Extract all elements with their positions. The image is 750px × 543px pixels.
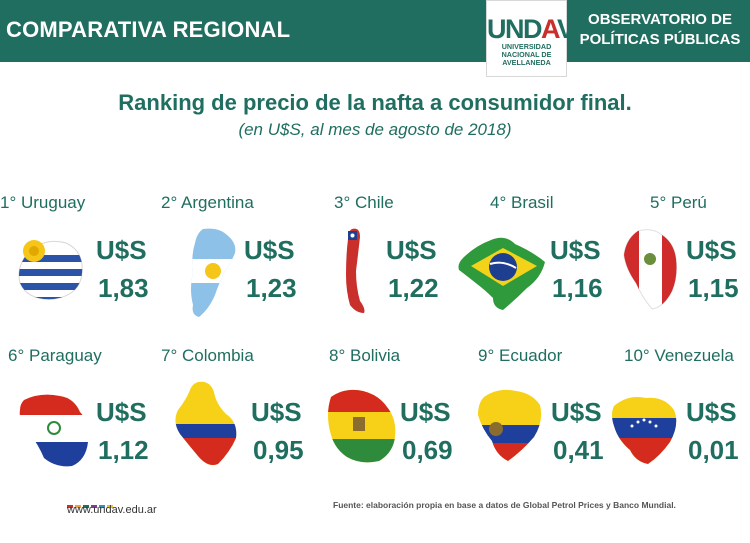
- logo-word-part: V: [557, 14, 575, 44]
- uruguay-map-flag-icon: [18, 240, 83, 300]
- rank-label-uruguay: 1° Uruguay: [0, 193, 86, 212]
- price-value-per: 1,15: [688, 273, 739, 303]
- brand-dot: [99, 505, 105, 508]
- price-value-colombia: 0,95: [253, 435, 304, 465]
- observatorio-title: OBSERVATORIO DE POLÍTICAS PÚBLICAS: [575, 10, 745, 50]
- price-value-paraguay: 1,12: [98, 435, 149, 465]
- logo-word-part: UND: [487, 14, 543, 44]
- per-map-flag-icon: [623, 229, 677, 310]
- chile-map-flag-icon: [346, 228, 365, 313]
- price-value-uruguay: 1,83: [98, 273, 149, 303]
- observatorio-line: OBSERVATORIO DE: [588, 11, 732, 28]
- currency-label-brasil: U$S: [550, 235, 601, 265]
- rank-label-argentina: 2° Argentina: [161, 193, 254, 212]
- paraguay-map-flag-icon: [19, 394, 89, 467]
- bolivia-map-flag-icon: [328, 389, 396, 463]
- price-value-brasil: 1,16: [552, 273, 603, 303]
- rank-label-colombia: 7° Colombia: [161, 346, 254, 365]
- brand-dot: [75, 505, 81, 508]
- currency-label-per: U$S: [686, 235, 737, 265]
- price-value-argentina: 1,23: [246, 273, 297, 303]
- currency-label-colombia: U$S: [251, 397, 302, 427]
- venezuela-map-flag-icon: [612, 397, 677, 464]
- logo-subtitle: UNIVERSIDAD NACIONAL DE AVELLANEDA: [487, 43, 566, 67]
- price-value-ecuador: 0,41: [553, 435, 604, 465]
- price-value-chile: 1,22: [388, 273, 439, 303]
- logo-sub-line: AVELLANEDA: [502, 58, 551, 67]
- chart-title: Ranking de precio de la nafta a consumid…: [118, 90, 632, 115]
- currency-label-argentina: U$S: [244, 235, 295, 265]
- source-note: Fuente: elaboración propia en base a dat…: [333, 500, 676, 510]
- rank-label-per: 5° Perú: [650, 193, 707, 212]
- currency-label-chile: U$S: [386, 235, 437, 265]
- currency-label-bolivia: U$S: [400, 397, 451, 427]
- logo-sub-line: NACIONAL DE: [501, 50, 552, 59]
- footer-url[interactable]: www.undav.edu.ar: [67, 504, 157, 516]
- brand-dot: [91, 505, 97, 508]
- currency-label-uruguay: U$S: [96, 235, 147, 265]
- chart-subtitle: (en U$S, al mes de agosto de 2018): [238, 120, 512, 139]
- rank-label-ecuador: 9° Ecuador: [478, 346, 563, 365]
- brand-dot: [107, 505, 113, 508]
- logo-wordmark: UNDAV: [487, 14, 575, 45]
- brand-dot: [67, 505, 73, 508]
- page-title: COMPARATIVA REGIONAL: [6, 17, 291, 42]
- colombia-map-flag-icon: [175, 381, 237, 465]
- rank-label-bolivia: 8° Bolivia: [329, 346, 401, 365]
- price-value-bolivia: 0,69: [402, 435, 453, 465]
- rank-label-paraguay: 6° Paraguay: [8, 346, 102, 365]
- observatorio-line: POLÍTICAS PÚBLICAS: [579, 31, 741, 48]
- header-bar: COMPARATIVA REGIONAL UNDAV UNIVERSIDAD N…: [0, 0, 750, 77]
- price-value-venezuela: 0,01: [688, 435, 739, 465]
- rank-label-venezuela: 10° Venezuela: [624, 346, 734, 365]
- currency-label-venezuela: U$S: [686, 397, 737, 427]
- brand-dots: [67, 495, 115, 513]
- undav-logo: UNDAV UNIVERSIDAD NACIONAL DE AVELLANEDA: [486, 0, 575, 77]
- brasil-map-flag-icon: [458, 237, 545, 310]
- currency-label-ecuador: U$S: [551, 397, 602, 427]
- rank-label-chile: 3° Chile: [334, 193, 394, 212]
- brand-dot: [83, 505, 89, 508]
- rank-label-brasil: 4° Brasil: [490, 193, 554, 212]
- logo-sub-line: UNIVERSIDAD: [501, 42, 552, 51]
- argentina-map-flag-icon: [191, 228, 236, 317]
- ecuador-map-flag-icon: [478, 389, 542, 462]
- currency-label-paraguay: U$S: [96, 397, 147, 427]
- logo-word-accent: A: [541, 14, 559, 44]
